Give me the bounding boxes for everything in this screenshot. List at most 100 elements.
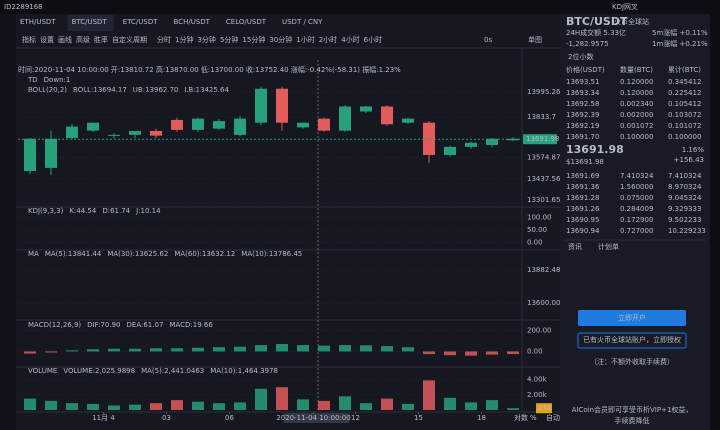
axis-option[interactable]: 对数	[514, 413, 528, 422]
precision[interactable]: 2位小数	[568, 52, 593, 61]
bids-cell: 9.045324	[668, 194, 702, 202]
bar	[486, 351, 498, 355]
panel-tab[interactable]: 资讯	[568, 242, 582, 251]
toolbar-item[interactable]: 胜率	[94, 35, 108, 44]
candle-body	[381, 106, 393, 125]
bids-cell: 0.075000	[620, 194, 653, 202]
asks-cell: 13692.58	[566, 100, 599, 108]
stat: -1,282.9575	[566, 40, 609, 48]
tab[interactable]: CELO/USDT	[226, 18, 267, 26]
bids-cell: 13691.69	[566, 172, 599, 180]
bar	[45, 351, 57, 353]
bar	[171, 348, 183, 352]
axis-option[interactable]: %	[530, 414, 537, 422]
toolbar-item[interactable]: 1小时	[296, 35, 314, 44]
bar	[318, 345, 330, 352]
bar	[444, 397, 456, 410]
bids-cell: 7.410324	[668, 172, 702, 180]
tab[interactable]: BTC/USDT	[72, 18, 108, 26]
asks-cell: 13693.34	[566, 89, 600, 97]
toolbar-item[interactable]: 30分钟	[269, 35, 292, 44]
candle-body	[150, 130, 162, 136]
candle-body	[129, 130, 141, 135]
y-tick-label: 0.00	[527, 239, 543, 247]
x-tick-label: 2020-11-04 10:00:00	[276, 414, 350, 422]
asks-cell: 0.100000	[620, 133, 653, 141]
toolbar-item[interactable]: 2小时	[319, 35, 337, 44]
y-tick-label: 13600.00	[527, 299, 560, 307]
button-label[interactable]: 立即开户	[618, 313, 646, 322]
bar	[129, 404, 141, 410]
x-tick-label: 06	[225, 414, 234, 422]
y-tick-label: 13833.7	[527, 113, 556, 121]
y-tick-label: 200.00	[527, 326, 552, 334]
bar	[423, 351, 435, 355]
bar	[276, 344, 288, 352]
candle-body	[297, 122, 309, 128]
candle-body	[486, 138, 498, 145]
y-tick-label: 4.00k	[527, 376, 548, 384]
toolbar-item[interactable]: 3分钟	[197, 35, 215, 44]
candle-body	[171, 119, 183, 130]
bids-cell: 9.329333	[668, 205, 701, 213]
bar	[444, 351, 456, 356]
toolbar-item[interactable]: 4小时	[341, 35, 359, 44]
toolbar-item[interactable]: 自定义周期	[112, 35, 147, 44]
bar	[423, 380, 435, 410]
toolbar-item[interactable]: 分时	[157, 35, 171, 44]
bids-cell: 0.284009	[620, 205, 653, 213]
tab[interactable]: ETC/USDT	[123, 18, 158, 26]
bids-cell: 13690.95	[566, 216, 599, 224]
asks-cell: 0.002000	[620, 111, 653, 119]
toolbar-item[interactable]: 单图	[528, 35, 542, 44]
open-account-button[interactable]	[578, 310, 686, 326]
bar	[129, 348, 141, 352]
bar	[318, 400, 330, 410]
y-tick-label: 0.00	[527, 347, 543, 355]
bar	[297, 345, 309, 352]
tab[interactable]: BCH/USDT	[174, 18, 211, 26]
toolbar-item[interactable]: 1分钟	[175, 35, 193, 44]
authorize-button[interactable]	[577, 332, 687, 349]
authorize-label[interactable]: 已有火币全球站账户，立即授权	[583, 335, 681, 344]
x-tick-label: 18	[477, 414, 486, 422]
x-tick-label: 11月 4	[92, 414, 115, 422]
indicator-legend: TD	[27, 76, 38, 84]
indicator-legend: VOLUME:2,025.9898	[63, 367, 135, 375]
asks-cell: 0.120000	[620, 89, 653, 97]
candle-body	[45, 138, 57, 168]
far-strip	[710, 14, 720, 430]
pair: BTC/USDT	[566, 15, 628, 28]
tab[interactable]: ETH/USDT	[20, 18, 56, 26]
bar	[507, 408, 519, 410]
bar	[24, 398, 36, 410]
toolbar-item[interactable]: 5分钟	[220, 35, 238, 44]
toolbar-item[interactable]: 画线	[58, 35, 72, 44]
y-tick-label: 13301.65	[527, 196, 560, 204]
candle-body	[234, 118, 246, 135]
indicator-legend: MA(10):13786.45	[241, 250, 302, 258]
bar	[87, 403, 99, 410]
indicator-legend: LB:13425.64	[184, 86, 229, 94]
toolbar-item[interactable]: 15分钟	[242, 35, 265, 44]
bar	[339, 396, 351, 410]
asks-cell: 0.105412	[668, 100, 701, 108]
toolbar-item[interactable]: 6小时	[364, 35, 382, 44]
toolbar-item[interactable]: 高级	[76, 35, 90, 44]
candle-body	[192, 118, 204, 130]
bids-cell: 9.502233	[668, 216, 701, 224]
toolbar-item[interactable]: 设置	[40, 35, 54, 44]
asks-cell: 0.001072	[620, 122, 653, 130]
candle-body	[465, 142, 477, 147]
indicator-legend: J:10.14	[135, 207, 161, 215]
toolbar-item[interactable]: 指标	[22, 35, 36, 44]
bar	[381, 398, 393, 410]
bar	[255, 388, 267, 410]
panel-tab[interactable]: 计划单	[598, 242, 619, 251]
toolbar-item[interactable]: 0s	[484, 36, 492, 44]
axis-option[interactable]: 自动	[546, 413, 560, 422]
column-header: 累计(BTC)	[668, 65, 701, 74]
tab[interactable]: USDT / CNY	[282, 18, 323, 26]
stat: 1m涨幅 +0.21%	[652, 39, 708, 48]
